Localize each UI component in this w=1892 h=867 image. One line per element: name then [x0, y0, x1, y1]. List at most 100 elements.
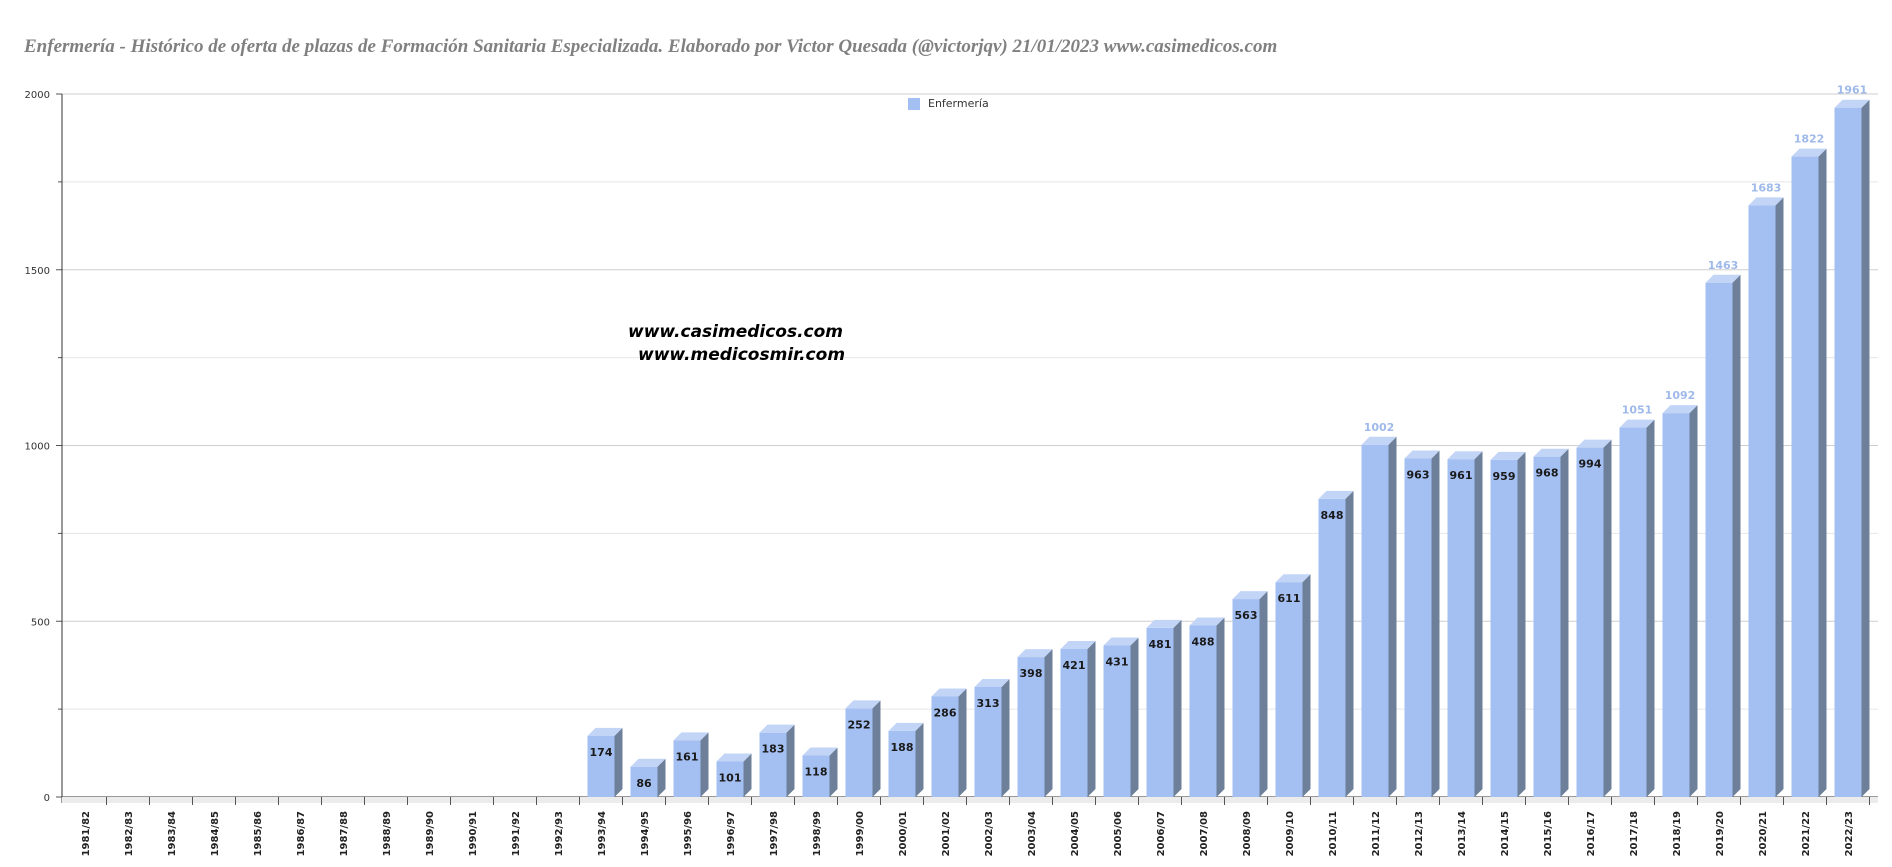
data-label: 398 — [1020, 667, 1043, 680]
x-tick-label: 2008/09 — [1242, 811, 1253, 856]
data-label: 1092 — [1665, 389, 1696, 402]
bar — [1705, 282, 1733, 797]
x-tick-label: 2010/11 — [1328, 811, 1339, 856]
data-label: 188 — [891, 741, 914, 754]
bar-top — [673, 732, 709, 741]
x-tick-label: 1991/92 — [511, 811, 522, 856]
bar-side — [786, 724, 795, 797]
bar — [802, 755, 830, 797]
data-label: 1051 — [1622, 404, 1653, 417]
bar — [1146, 627, 1174, 797]
bar-side — [1474, 451, 1483, 797]
x-tick-label: 1988/89 — [382, 811, 393, 856]
x-tick-label: 1987/88 — [339, 811, 350, 856]
x-tick-label: 2021/22 — [1801, 811, 1812, 856]
bar-side — [1431, 450, 1440, 797]
bar-top — [1490, 451, 1526, 460]
bar-side — [1818, 148, 1827, 797]
bar-side — [1603, 439, 1612, 797]
bar — [1662, 413, 1690, 797]
bar-side — [829, 747, 838, 797]
legend-swatch — [908, 97, 920, 110]
bar — [630, 766, 658, 797]
x-tick-label: 2007/08 — [1199, 811, 1210, 856]
bar-top — [1318, 490, 1354, 499]
bar-top — [931, 688, 967, 697]
data-label: 313 — [977, 697, 1000, 710]
bar — [1447, 459, 1475, 797]
bar-top — [1017, 649, 1053, 658]
bar-side — [1689, 405, 1698, 797]
y-tick-label: 500 — [31, 617, 50, 628]
bar-top — [1662, 405, 1698, 414]
bar — [1576, 447, 1604, 797]
x-tick-label: 2016/17 — [1586, 811, 1597, 856]
legend-label: Enfermería — [928, 97, 989, 110]
legend: Enfermería — [908, 97, 989, 110]
bar-top — [1748, 197, 1784, 206]
bar-side — [1345, 490, 1354, 797]
bar-side — [700, 732, 709, 797]
x-tick-label: 2017/18 — [1629, 811, 1640, 856]
bar — [1103, 645, 1131, 797]
watermark-casimedicos: www.casimedicos.com — [628, 322, 844, 342]
bar-side — [1732, 274, 1741, 797]
data-label: 959 — [1493, 470, 1516, 483]
data-label: 994 — [1579, 458, 1602, 471]
x-tick-label: 1992/93 — [554, 811, 565, 856]
data-label: 968 — [1536, 467, 1559, 480]
x-tick-label: 1984/85 — [210, 811, 221, 856]
bar-side — [657, 758, 666, 797]
bar-side — [1861, 99, 1870, 798]
bar-side — [1216, 617, 1225, 797]
bar — [1017, 657, 1045, 797]
bar-top — [1404, 450, 1440, 459]
data-label: 1961 — [1837, 84, 1868, 97]
data-label: 421 — [1063, 659, 1086, 672]
y-tick-label: 1000 — [25, 442, 50, 453]
bar-top — [1275, 574, 1311, 583]
data-label: 161 — [676, 750, 699, 763]
bar — [845, 708, 873, 797]
bar-top — [630, 758, 666, 767]
bar — [974, 686, 1002, 797]
x-tick-label: 2012/13 — [1414, 811, 1425, 856]
x-tick-label: 1995/96 — [683, 811, 694, 856]
chart-floor — [62, 797, 1878, 803]
bar-top — [1361, 436, 1397, 445]
bar-side — [872, 700, 881, 797]
chart-title: Enfermería - Histórico de oferta de plaz… — [24, 36, 1278, 57]
data-label: 431 — [1106, 656, 1129, 669]
bar-side — [1560, 448, 1569, 797]
bar — [1318, 498, 1346, 797]
bar-side — [743, 753, 752, 797]
data-label: 481 — [1149, 638, 1172, 651]
data-label: 1683 — [1751, 181, 1782, 194]
data-label: 118 — [805, 766, 828, 779]
bar — [1834, 107, 1862, 797]
x-tick-label: 1990/91 — [468, 811, 479, 856]
bar-top — [888, 722, 924, 731]
data-label: 286 — [934, 706, 957, 719]
data-label: 963 — [1407, 469, 1430, 482]
bar-top — [1060, 641, 1096, 650]
data-label: 174 — [590, 746, 613, 759]
data-label: 563 — [1235, 609, 1258, 622]
x-tick-label: 1982/83 — [124, 811, 135, 856]
bar-side — [1001, 678, 1010, 797]
bar — [587, 735, 615, 797]
bar-side — [1044, 649, 1053, 797]
y-tick-label: 2000 — [25, 90, 50, 101]
bar-side — [1517, 451, 1526, 797]
bar — [1060, 649, 1088, 797]
bar-top — [1146, 619, 1182, 628]
bar-side — [1646, 419, 1655, 797]
x-tick-label: 2013/14 — [1457, 811, 1468, 856]
x-tick-label: 1989/90 — [425, 811, 436, 856]
data-label: 183 — [762, 743, 785, 756]
x-tick-label: 2005/06 — [1113, 811, 1124, 856]
bar-side — [958, 688, 967, 797]
bar-side — [1388, 436, 1397, 797]
x-tick-label: 1997/98 — [769, 811, 780, 856]
